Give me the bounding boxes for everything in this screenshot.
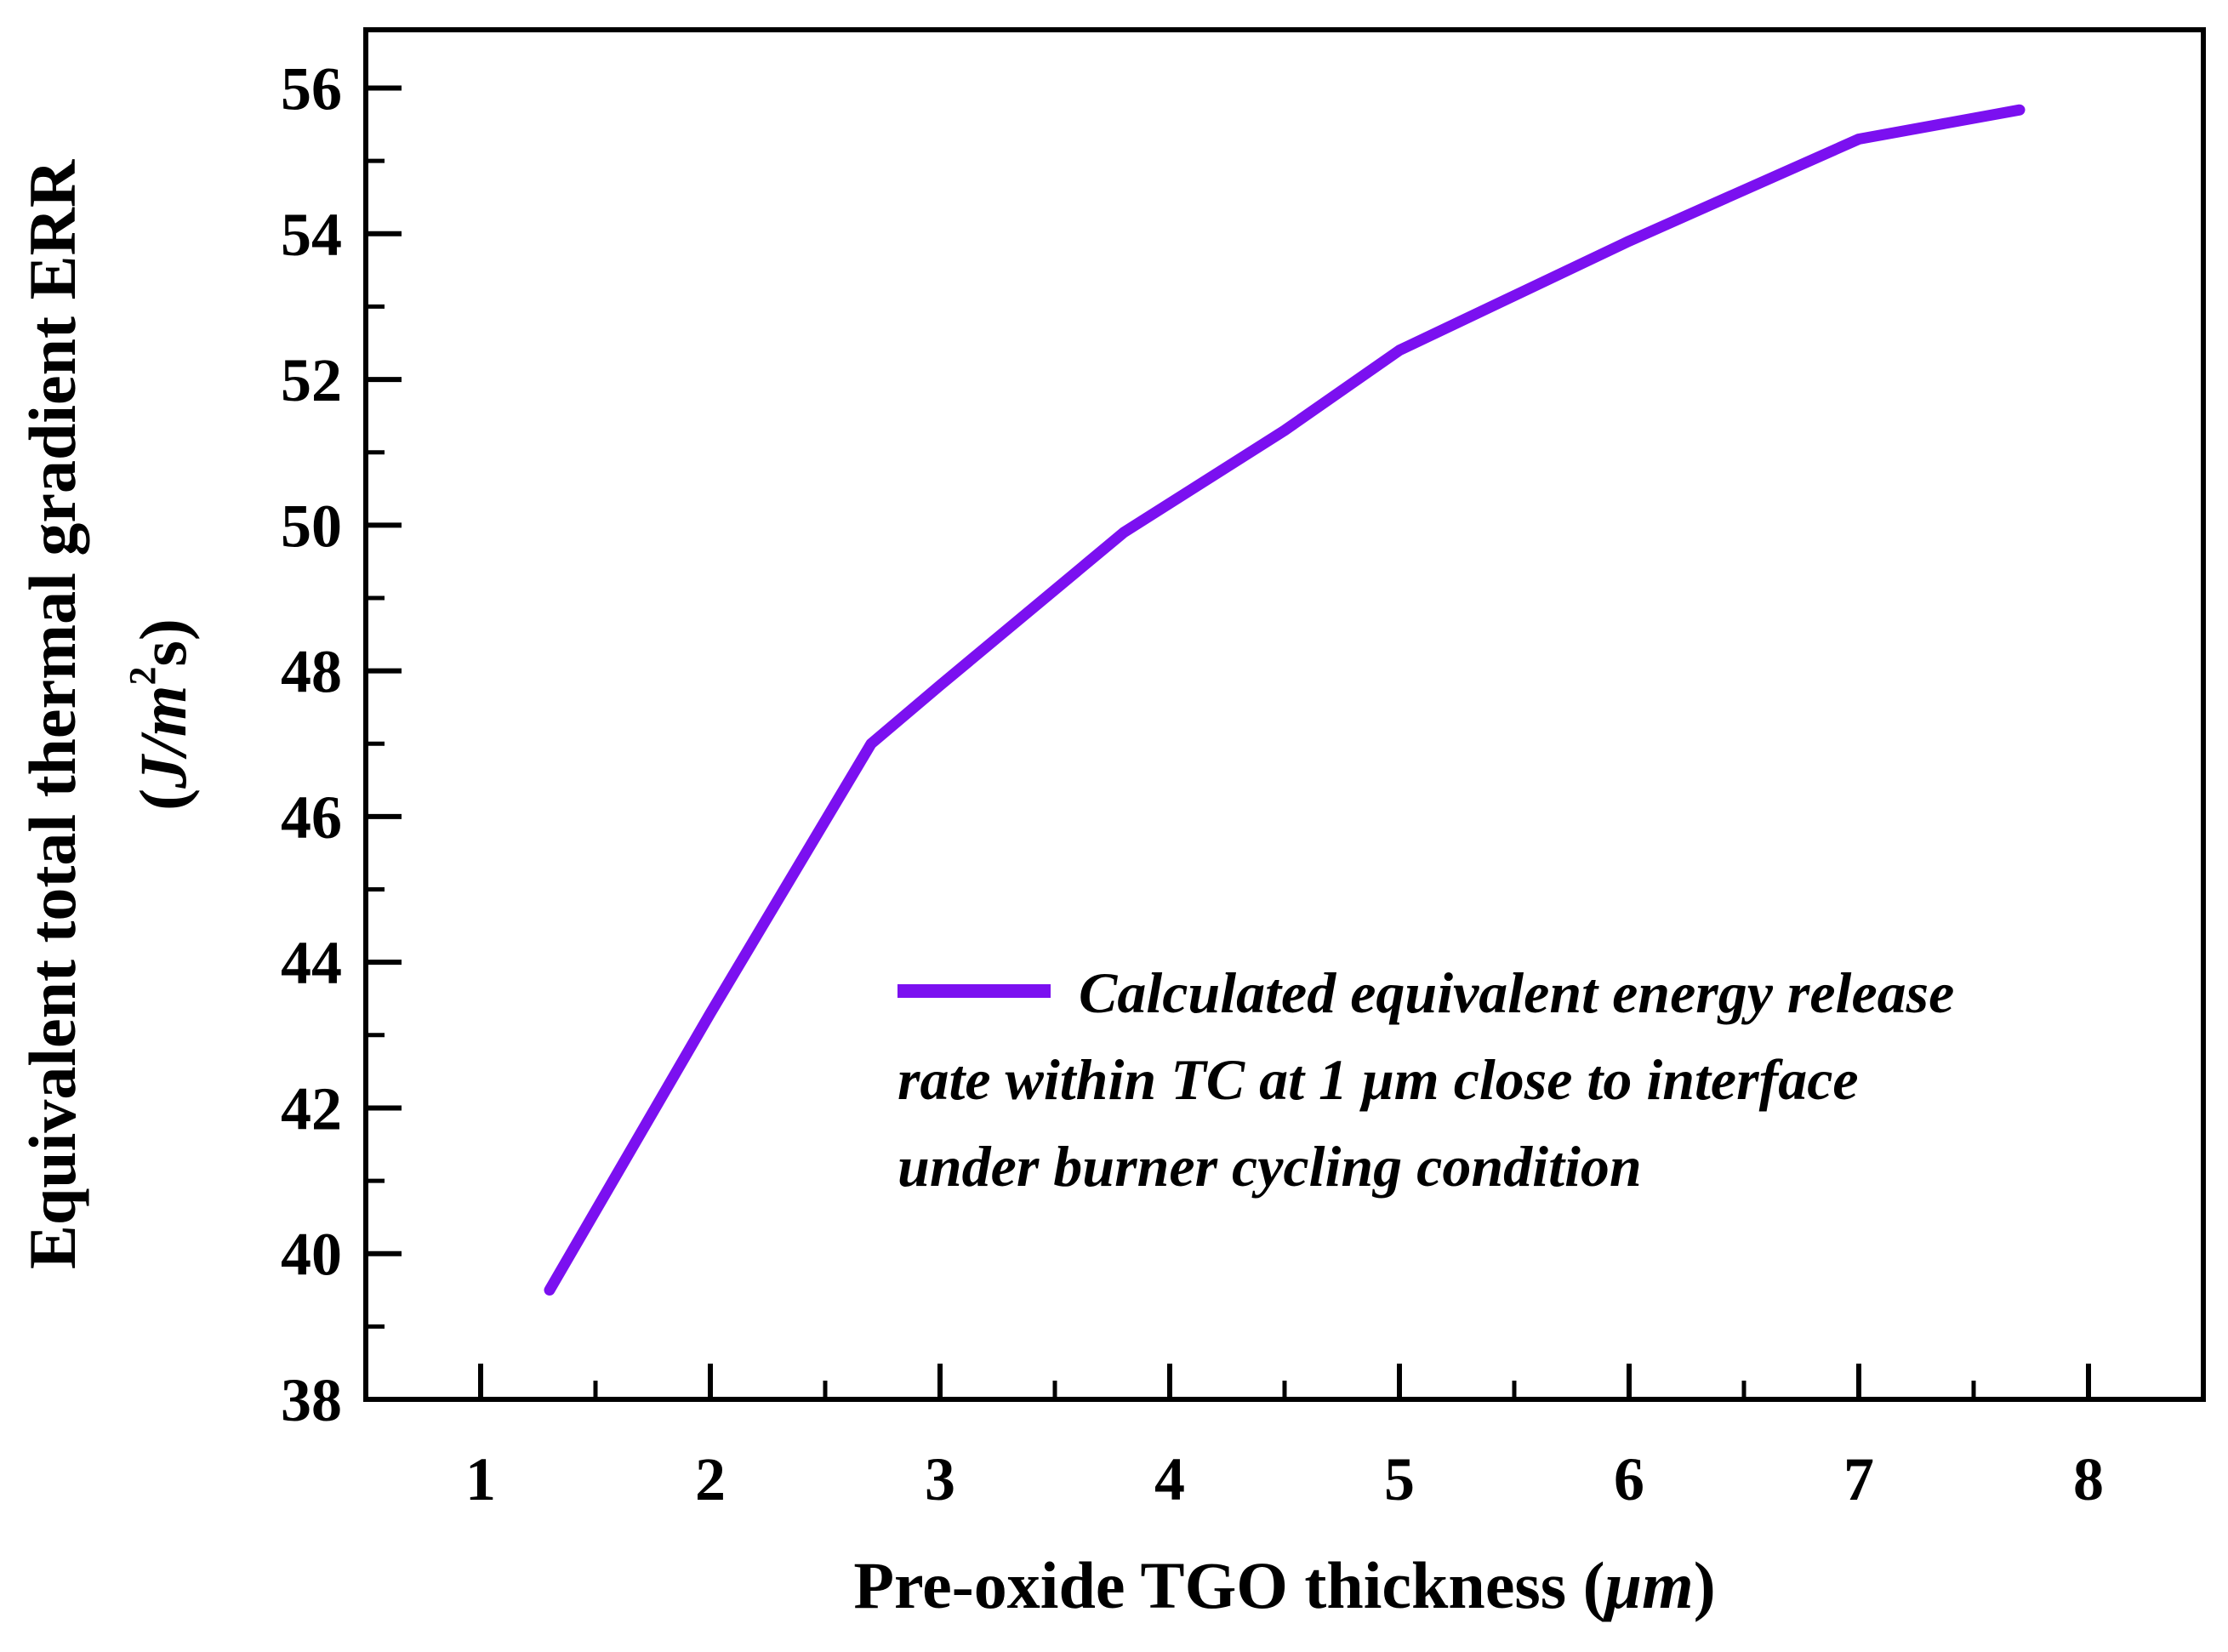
y-tick-label: 38 [281, 1366, 342, 1434]
x-tick-label: 2 [695, 1445, 726, 1513]
x-axis-title-unit: μm [1602, 1548, 1694, 1622]
x-axis-ticks: 1 2 3 4 5 6 7 8 [465, 1364, 2104, 1513]
y-axis-title-line-1: Equivalent total thermal gradient ERR [15, 158, 89, 1269]
y-tick-label: 54 [281, 201, 342, 269]
series-layer [544, 104, 2026, 1296]
y-tick-label: 50 [281, 492, 342, 560]
x-tick-label: 3 [925, 1445, 955, 1513]
y-tick-label: 42 [281, 1074, 342, 1142]
y-tick-label: 40 [281, 1221, 342, 1289]
x-tick-label: 6 [1614, 1445, 1644, 1513]
legend-label-line-3: under burner cycling condition [897, 1134, 1642, 1199]
x-axis-title-main: Pre-oxide TGO thickness ( [853, 1548, 1604, 1622]
y-tick-label: 44 [281, 929, 342, 997]
x-tick-label: 7 [1843, 1445, 1874, 1513]
y-tick-label: 48 [281, 638, 342, 706]
series-line [544, 104, 2026, 1296]
x-axis-title: Pre-oxide TGO thickness (μm) [853, 1548, 1715, 1622]
x-tick-label: 8 [2073, 1445, 2104, 1513]
x-axis-title-close: ) [1694, 1548, 1716, 1622]
y-tick-label: 46 [281, 783, 342, 852]
y-tick-label: 52 [281, 346, 342, 414]
y-axis-title-line-2: (J/m2s) [122, 618, 200, 811]
y-axis-ticks: 38 40 42 44 46 48 50 52 54 56 [281, 55, 402, 1434]
y-axis-title: Equivalent total thermal gradient ERR (J… [15, 158, 200, 1269]
y-tick-label: 56 [281, 55, 342, 123]
legend-label-line-2: rate within TC at 1 μm close to interfac… [897, 1047, 1859, 1112]
x-tick-label: 1 [465, 1445, 496, 1513]
x-tick-label: 4 [1154, 1445, 1185, 1513]
legend-label-line-1: Calculated equivalent energy release [1079, 960, 1954, 1025]
legend: Calculated equivalent energy release rat… [897, 960, 1954, 1199]
x-tick-label: 5 [1384, 1445, 1415, 1513]
